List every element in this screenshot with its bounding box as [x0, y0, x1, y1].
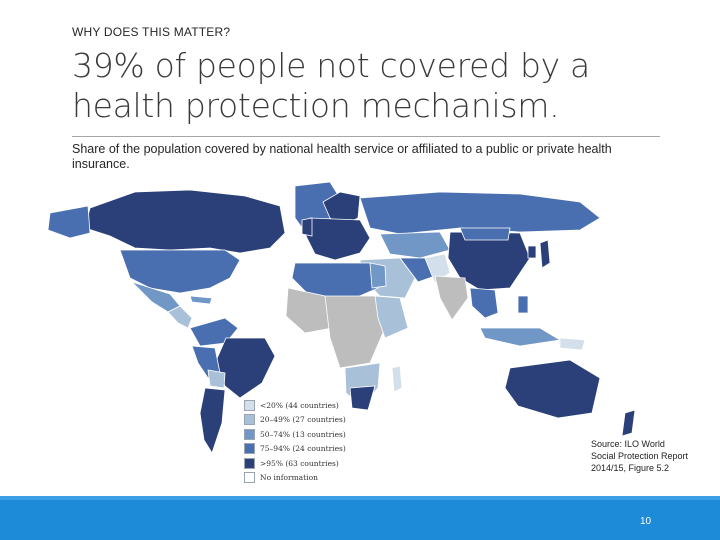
west-africa-shape — [285, 287, 333, 334]
title-divider — [72, 136, 660, 137]
uk-shape — [301, 217, 313, 237]
map-legend: <20% (44 countries) 20–49% (27 countries… — [244, 398, 346, 485]
legend-swatch — [244, 457, 255, 469]
china-shape — [447, 231, 531, 291]
slide-title: 39% of people not covered by a health pr… — [72, 46, 590, 125]
map-subtitle: Share of the population covered by natio… — [72, 142, 612, 171]
philippines-shape — [517, 295, 529, 314]
south-africa-shape — [349, 385, 376, 411]
legend-label: 75–94% (24 countries) — [260, 444, 346, 454]
india-shape — [434, 275, 469, 321]
source-note: Source: ILO World Social Protection Repo… — [591, 439, 689, 473]
footer-accent-strip — [0, 496, 720, 500]
legend-label: <20% (44 countries) — [260, 400, 339, 410]
europe-shape — [305, 217, 371, 261]
legend-item: 75–94% (24 countries) — [244, 442, 346, 457]
legend-item: >95% (63 countries) — [244, 456, 346, 471]
papua-shape — [559, 337, 586, 351]
central-africa-shape — [324, 295, 386, 369]
legend-swatch — [244, 399, 255, 411]
legend-item: 50–74% (13 countries) — [244, 427, 346, 442]
canada-shape — [84, 189, 286, 254]
brazil-shape — [214, 337, 276, 399]
argentina-chile-shape — [199, 387, 226, 454]
legend-item: 20–49% (27 countries) — [244, 413, 346, 428]
legend-label: No information — [260, 473, 318, 483]
east-africa-shape — [374, 295, 409, 339]
legend-swatch — [244, 472, 255, 484]
legend-swatch — [244, 428, 255, 440]
legend-label: 20–49% (27 countries) — [260, 415, 346, 425]
russia-shape — [359, 191, 601, 235]
legend-swatch — [244, 443, 255, 455]
caribbean-shape — [189, 295, 213, 305]
alaska-shape — [47, 205, 91, 239]
usa-shape — [119, 249, 241, 294]
legend-item: <20% (44 countries) — [244, 398, 346, 413]
slide-kicker: WHY DOES THIS MATTER? — [72, 25, 231, 39]
bolivia-shape — [207, 369, 226, 389]
world-coverage-map — [47, 181, 636, 454]
slide-footer-bar — [0, 500, 720, 540]
central-america-shape — [167, 305, 193, 329]
indonesia-shape — [479, 327, 562, 347]
scandinavia-shape — [322, 191, 361, 227]
afghanistan-pakistan-shape — [424, 253, 451, 284]
new-zealand-shape — [621, 409, 636, 437]
legend-label: 50–74% (13 countries) — [260, 429, 346, 439]
kazakhstan-shape — [379, 231, 451, 259]
japan-shape — [539, 239, 551, 269]
page-number: 10 — [640, 516, 652, 527]
legend-swatch — [244, 414, 255, 426]
mongolia-shape — [459, 227, 511, 241]
korea-shape — [527, 245, 537, 259]
madagascar-shape — [391, 365, 403, 393]
legend-label: >95% (63 countries) — [260, 458, 339, 468]
southeast-asia-shape — [469, 287, 499, 319]
legend-item: No information — [244, 471, 346, 486]
egypt-shape — [369, 262, 387, 289]
australia-shape — [504, 359, 601, 419]
